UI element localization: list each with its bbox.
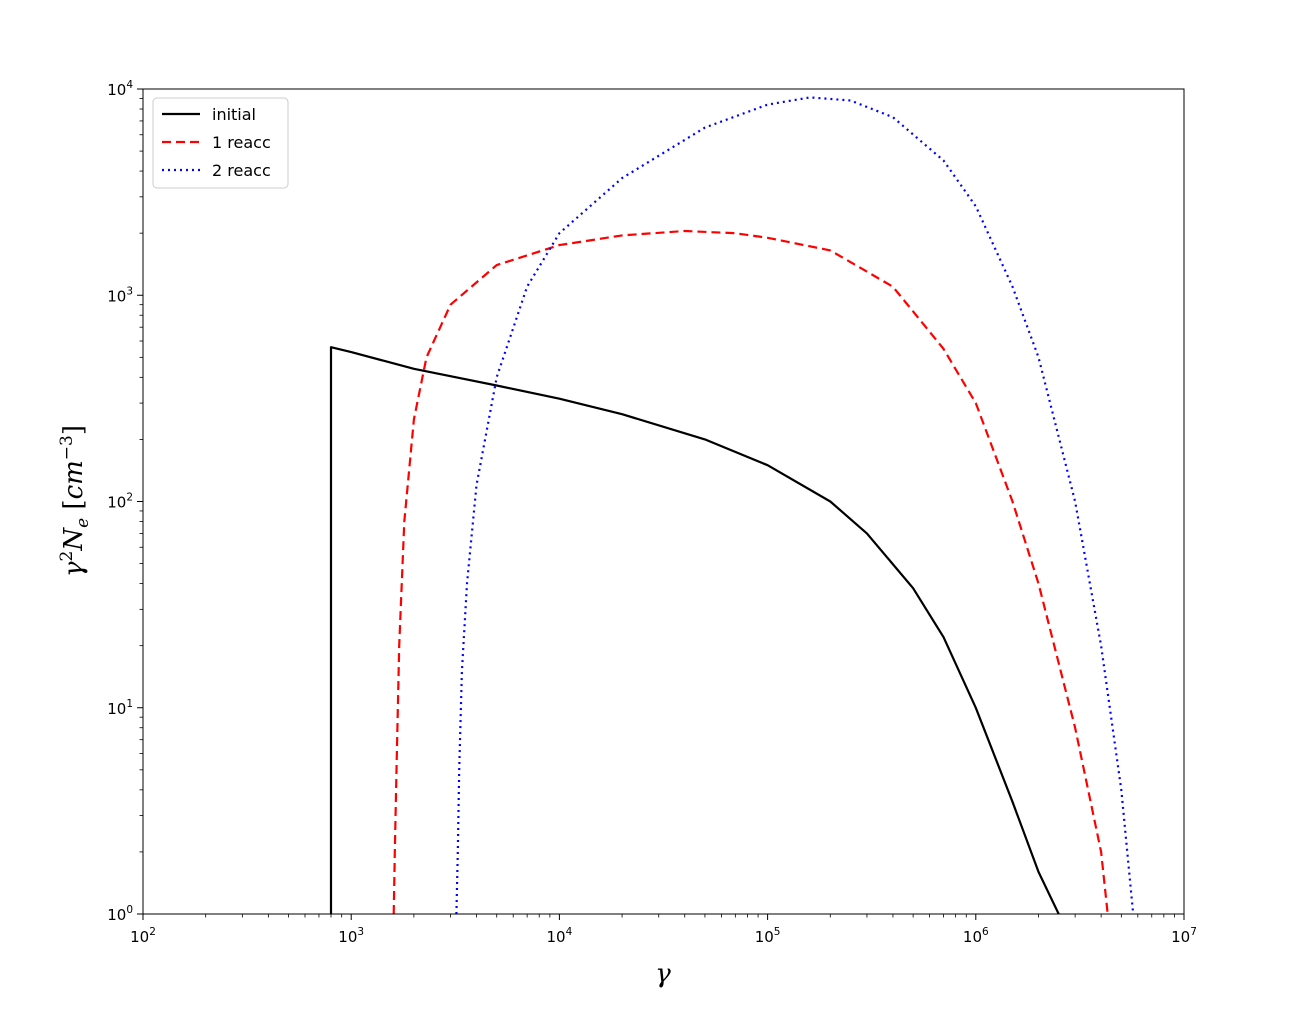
legend-frame [152, 97, 289, 189]
y-tick-label-0: 100 [107, 904, 133, 924]
legend-label-2: 2 reacc [212, 161, 271, 180]
ticks-layer: 102 103 104 105 106 107 100 101 102 103 104 [107, 79, 1197, 946]
plot-frame [142, 88, 1185, 915]
x-tick-label-2: 104 [547, 926, 573, 946]
y-tick-label-4: 104 [107, 79, 133, 99]
series-line-1 [392, 229, 1109, 914]
y-tick-label-3: 103 [107, 285, 133, 305]
y-tick-label-1: 101 [107, 698, 133, 718]
x-axis-label: γ [655, 959, 671, 989]
x-tick-label-3: 105 [755, 926, 781, 946]
series-line-2 [455, 96, 1135, 914]
x-tick-label-1: 103 [338, 926, 364, 946]
series-line-0 [329, 346, 1060, 914]
x-tick-label-5: 107 [1171, 926, 1197, 946]
y-tick-label-2: 102 [107, 492, 133, 512]
y-axis-label: γ2Ne [cm−3] [57, 425, 93, 577]
series-layer [329, 96, 1135, 914]
legend: initial 1 reacc 2 reacc [152, 97, 289, 189]
x-tick-label-0: 102 [130, 926, 156, 946]
x-tick-label-4: 106 [963, 926, 989, 946]
legend-label-1: 1 reacc [212, 133, 271, 152]
legend-label-0: initial [212, 105, 256, 124]
